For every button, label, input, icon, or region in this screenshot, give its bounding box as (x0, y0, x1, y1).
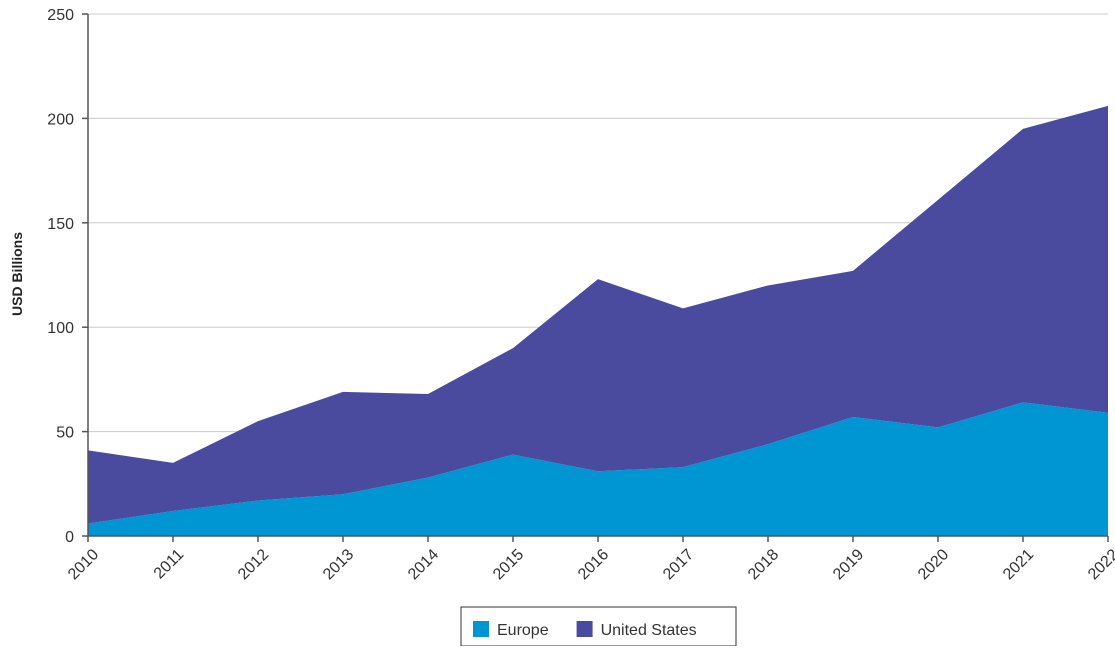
x-tick-labels: 2010 2011 2012 2013 2014 2015 2016 2017 2018 2019… (65, 546, 1115, 583)
area-united-states (88, 105, 1108, 524)
y-tick-label: 200 (47, 111, 74, 128)
y-tick-labels: 0 50 100 150 200 250 (47, 7, 74, 546)
x-tick-label: 2018 (745, 546, 782, 583)
y-tick-label: 100 (47, 320, 74, 337)
x-tick-label: 2017 (660, 546, 697, 583)
x-tick-label: 2015 (490, 546, 527, 583)
y-tick-label: 50 (56, 425, 74, 442)
x-tick-label: 2020 (915, 546, 952, 583)
y-tick-label: 250 (47, 7, 74, 24)
x-tick-label: 2014 (405, 546, 442, 583)
legend-label-europe: Europe (497, 622, 549, 639)
legend-swatch-europe (473, 621, 489, 637)
x-tick-label: 2019 (830, 546, 867, 583)
legend-swatch-united-states (576, 621, 593, 637)
legend-box (460, 606, 737, 647)
y-tick-label: 150 (47, 216, 74, 233)
axes (82, 13, 1109, 542)
y-axis-label: USD Billions (9, 232, 25, 316)
legend-label-united-states: United States (601, 622, 697, 639)
area-europe (88, 402, 1108, 536)
x-tick-label: 2010 (65, 546, 102, 583)
x-tick-label: 2013 (320, 546, 357, 583)
x-tick-label: 2012 (235, 546, 272, 583)
area-series (88, 105, 1108, 536)
x-tick-label: 2021 (1000, 546, 1037, 583)
x-tick-label: 2016 (575, 546, 612, 583)
x-tick-label: 2022 (1085, 546, 1115, 583)
legend: Europe United States (460, 606, 737, 647)
x-tick-label: 2011 (151, 546, 187, 582)
y-tick-label: 0 (65, 529, 74, 546)
